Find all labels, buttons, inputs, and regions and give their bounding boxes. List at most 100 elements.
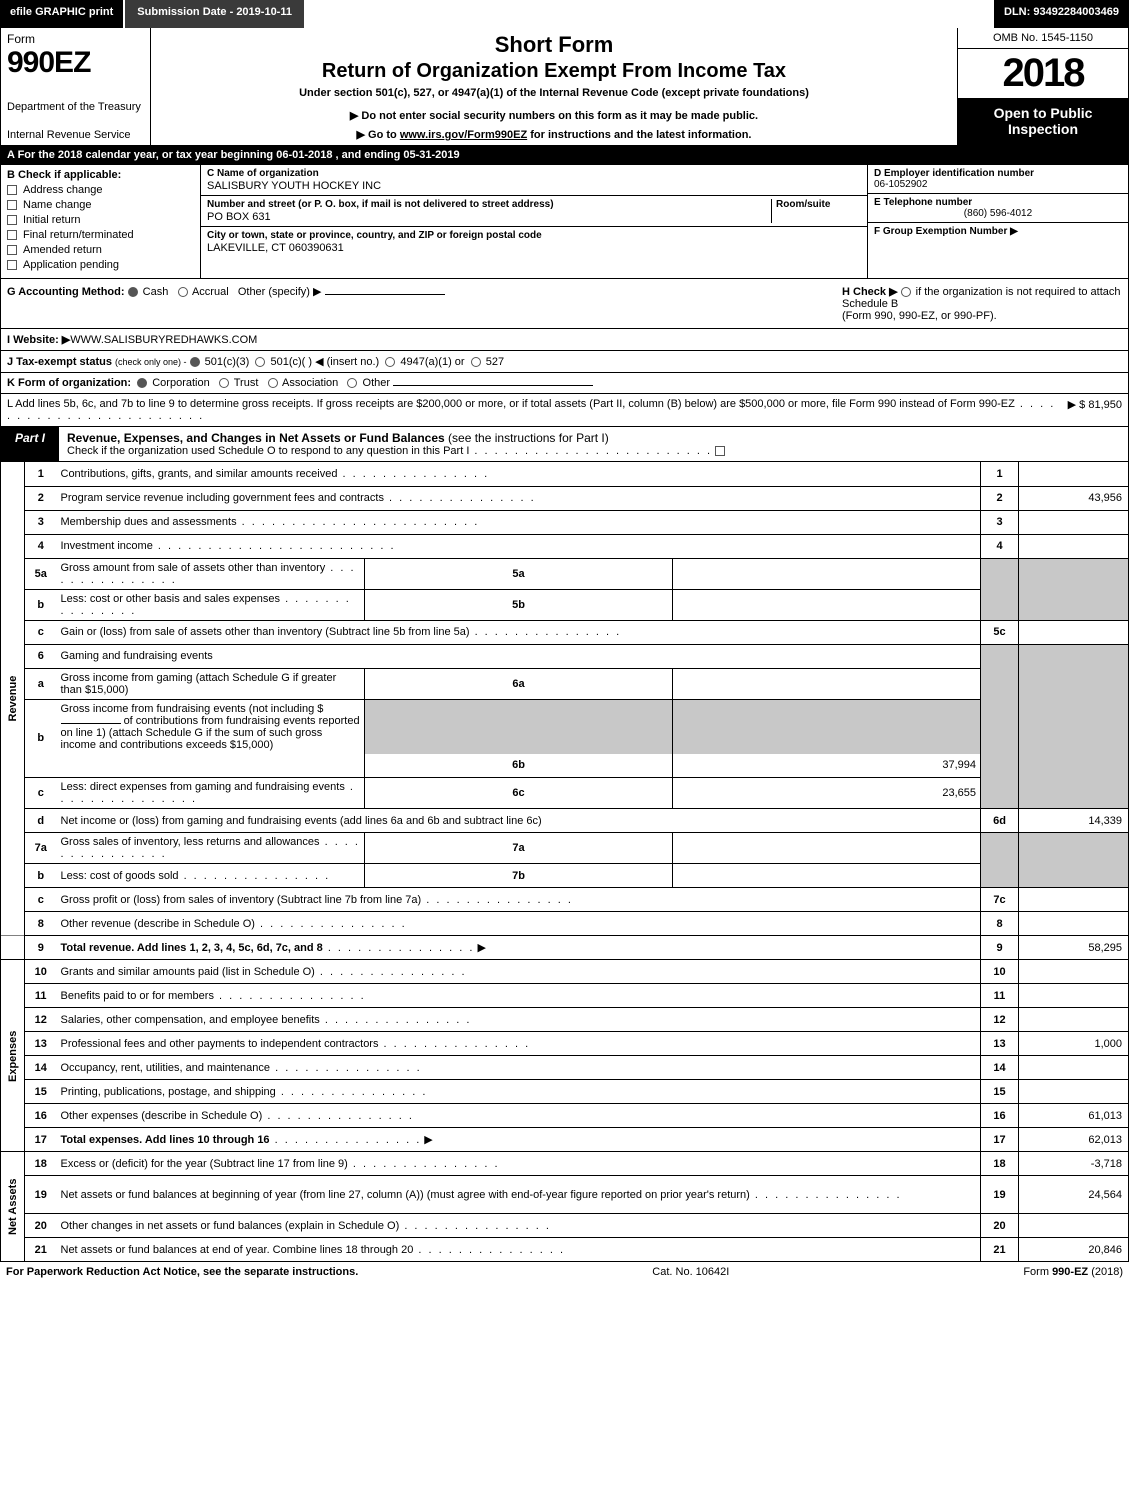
- line-7a-desc: Gross sales of inventory, less returns a…: [57, 833, 365, 864]
- line-8-desc: Other revenue (describe in Schedule O): [57, 912, 981, 936]
- line-11-value: [1019, 984, 1129, 1008]
- short-form-title: Short Form: [157, 32, 951, 58]
- line-6b-midval: 37,994: [673, 754, 981, 778]
- line-10-rnum: 10: [981, 960, 1019, 984]
- dots-icon: [413, 1244, 565, 1256]
- line-6b-amount-input[interactable]: [61, 723, 121, 724]
- row-9: 9 Total revenue. Add lines 1, 2, 3, 4, 5…: [1, 936, 1129, 960]
- radio-corp-icon[interactable]: [137, 378, 147, 388]
- line-5b-midval: [673, 589, 981, 620]
- opt-trust: Trust: [234, 377, 259, 389]
- section-a-pre: A For the 2018 calendar year, or tax yea…: [7, 149, 276, 161]
- tel-row: E Telephone number (860) 596-4012: [868, 194, 1128, 223]
- radio-4947-icon[interactable]: [385, 357, 395, 367]
- line-5a-desc: Gross amount from sale of assets other t…: [57, 558, 365, 589]
- row-17: 17 Total expenses. Add lines 10 through …: [1, 1128, 1129, 1152]
- dots-icon: [469, 445, 712, 457]
- line-13-desc: Professional fees and other payments to …: [57, 1032, 981, 1056]
- radio-trust-icon[interactable]: [219, 378, 229, 388]
- radio-cash-icon[interactable]: [128, 287, 138, 297]
- chk-application-pending[interactable]: Application pending: [7, 259, 194, 271]
- line-4-rnum: 4: [981, 534, 1019, 558]
- dots-icon: [262, 1110, 414, 1122]
- line-20-num: 20: [25, 1214, 57, 1238]
- line-16-num: 16: [25, 1104, 57, 1128]
- dots-icon: [470, 626, 622, 638]
- line-5b-text: Less: cost or other basis and sales expe…: [61, 593, 281, 605]
- line-15-num: 15: [25, 1080, 57, 1104]
- dots-icon: [378, 1038, 530, 1050]
- line-16-desc: Other expenses (describe in Schedule O): [57, 1104, 981, 1128]
- chk-address-change[interactable]: Address change: [7, 184, 194, 196]
- line-13-text: Professional fees and other payments to …: [61, 1038, 379, 1050]
- shade-7: [981, 833, 1019, 888]
- tax-year-begin: 06-01-2018: [276, 149, 332, 161]
- dots-icon: [214, 990, 366, 1002]
- line-18-num: 18: [25, 1152, 57, 1176]
- efile-print[interactable]: efile GRAPHIC print: [0, 0, 123, 28]
- line-21-rnum: 21: [981, 1238, 1019, 1262]
- line-6d-value: 14,339: [1019, 809, 1129, 833]
- chk-final-return[interactable]: Final return/terminated: [7, 229, 194, 241]
- line-17-value: 62,013: [1019, 1128, 1129, 1152]
- line-6c-num: c: [25, 778, 57, 809]
- line-4-value: [1019, 534, 1129, 558]
- tax-year: 2018: [958, 49, 1128, 99]
- goto-post: for instructions and the latest informat…: [527, 129, 751, 141]
- row-19: 19 Net assets or fund balances at beginn…: [1, 1176, 1129, 1214]
- chk-name-change[interactable]: Name change: [7, 199, 194, 211]
- line-21-value: 20,846: [1019, 1238, 1129, 1262]
- topbar-spacer: [304, 0, 994, 28]
- shade-6b: [365, 699, 673, 754]
- radio-scheduleb-icon[interactable]: [901, 287, 911, 297]
- line-19-text: Net assets or fund balances at beginning…: [61, 1189, 750, 1201]
- accounting-other-input[interactable]: [325, 294, 445, 295]
- sidebar-netassets: Net Assets: [1, 1152, 25, 1262]
- radio-501c3-icon[interactable]: [190, 357, 200, 367]
- city-label: City or town, state or province, country…: [207, 230, 861, 241]
- chk-initial-return[interactable]: Initial return: [7, 214, 194, 226]
- radio-accrual-icon[interactable]: [178, 287, 188, 297]
- line-9-rnum: 9: [981, 936, 1019, 960]
- section-a-mid: , and ending: [332, 149, 403, 161]
- shade-6bv: [673, 699, 981, 754]
- line-6b-text1: Gross income from fundraising events (no…: [61, 703, 324, 715]
- shade-7v: [1019, 833, 1129, 888]
- line-15-text: Printing, publications, postage, and shi…: [61, 1086, 276, 1098]
- org-name-value: SALISBURY YOUTH HOCKEY INC: [207, 180, 861, 192]
- line-j-label: J Tax-exempt status: [7, 356, 112, 368]
- line-7b-num: b: [25, 864, 57, 888]
- street-row: Number and street (or P. O. box, if mail…: [201, 196, 867, 227]
- goto-note: ▶ Go to www.irs.gov/Form990EZ for instru…: [157, 128, 951, 141]
- other-org-input[interactable]: [393, 385, 593, 386]
- box-c: C Name of organization SALISBURY YOUTH H…: [201, 165, 868, 278]
- line-5a-midnum: 5a: [365, 558, 673, 589]
- chk-amended-return[interactable]: Amended return: [7, 244, 194, 256]
- row-5a: 5a Gross amount from sale of assets othe…: [1, 558, 1129, 589]
- line-7a-num: 7a: [25, 833, 57, 864]
- radio-527-icon[interactable]: [471, 357, 481, 367]
- line-13-num: 13: [25, 1032, 57, 1056]
- goto-link[interactable]: www.irs.gov/Form990EZ: [400, 129, 527, 141]
- line-i-label: I Website: ▶: [7, 334, 70, 346]
- row-5b: b Less: cost or other basis and sales ex…: [1, 589, 1129, 620]
- dots-icon: [270, 1062, 422, 1074]
- line-18-rnum: 18: [981, 1152, 1019, 1176]
- line-h: H Check ▶ if the organization is not req…: [842, 285, 1122, 322]
- radio-501c-icon[interactable]: [255, 357, 265, 367]
- part1-tab: Part I: [1, 427, 59, 461]
- line-6d-num: d: [25, 809, 57, 833]
- radio-cash-label: Cash: [143, 286, 169, 298]
- line-5c-text: Gain or (loss) from sale of assets other…: [61, 626, 470, 638]
- shade-5: [981, 558, 1019, 620]
- line-18-text: Excess or (deficit) for the year (Subtra…: [61, 1158, 348, 1170]
- line-7a-text: Gross sales of inventory, less returns a…: [61, 836, 320, 848]
- row-6b-top: b Gross income from fundraising events (…: [1, 699, 1129, 754]
- dots-icon: [421, 894, 573, 906]
- dots-icon: [237, 516, 480, 528]
- part1-checkbox-icon[interactable]: [715, 446, 725, 456]
- radio-assoc-icon[interactable]: [268, 378, 278, 388]
- tax-year-end: 05-31-2019: [403, 149, 459, 161]
- line-12-num: 12: [25, 1008, 57, 1032]
- radio-other-org-icon[interactable]: [347, 378, 357, 388]
